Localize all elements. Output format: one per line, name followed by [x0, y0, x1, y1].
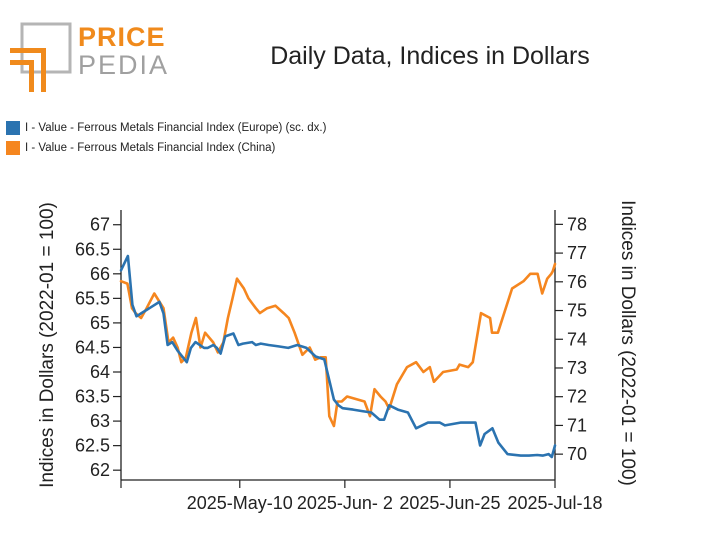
legend-swatch-china: [6, 141, 20, 155]
right-tick-label: 73: [567, 358, 587, 378]
left-tick-label: 65.5: [75, 288, 110, 308]
series-line-europe: [119, 254, 557, 459]
x-tick-label: 2025-Jun- 2: [297, 493, 393, 513]
logo-mark-icon: [10, 22, 72, 92]
chart-legend: I - Value - Ferrous Metals Financial Ind…: [6, 118, 326, 158]
series-lines: [119, 254, 557, 459]
x-axis: 2025-May-10 2025-Jun- 2 2025-Jun-25 2025-Ju…: [120, 479, 603, 513]
legend-label-china: I - Value - Ferrous Metals Financial Ind…: [25, 142, 276, 154]
left-tick-label: 62.5: [75, 436, 110, 456]
right-tick-label: 76: [567, 272, 587, 292]
left-tick-label: 62: [90, 460, 110, 480]
left-tick-label: 67: [90, 215, 110, 235]
legend-label-europe: I - Value - Ferrous Metals Financial Ind…: [25, 122, 327, 134]
right-tick-label: 72: [567, 387, 587, 407]
left-tick-label: 66: [90, 264, 110, 284]
legend-item-china[interactable]: I - Value - Ferrous Metals Financial Ind…: [6, 138, 326, 158]
right-tick-label: 75: [567, 301, 587, 321]
left-tick-label: 66.5: [75, 239, 110, 259]
left-tick-label: 63.5: [75, 387, 110, 407]
right-tick-label: 70: [567, 444, 587, 464]
pricepedia-logo: PRICE PEDIA: [8, 22, 168, 92]
left-tick-label: 64.5: [75, 337, 110, 357]
chart-title: Daily Data, Indices in Dollars: [270, 42, 590, 70]
logo-text-price: PRICE: [78, 22, 166, 52]
x-tick-label: 2025-May-10: [187, 493, 293, 513]
left-tick-label: 65: [90, 313, 110, 333]
x-tick-label: 2025-Jun-25: [399, 493, 500, 513]
left-axis: 62 62.5 63 63.5 64 64.5 65 65.5 66 66.5 67: [75, 210, 122, 480]
right-tick-label: 74: [567, 329, 587, 349]
legend-item-europe[interactable]: I - Value - Ferrous Metals Financial Ind…: [6, 118, 326, 138]
right-tick-label: 78: [567, 214, 587, 234]
logo-text-pedia: PEDIA: [78, 50, 170, 80]
legend-swatch-europe: [6, 121, 20, 135]
right-axis-label: Indices in Dollars (2022-01 = 100): [617, 200, 638, 486]
right-tick-label: 71: [567, 415, 587, 435]
left-tick-label: 63: [90, 411, 110, 431]
left-axis-label: Indices in Dollars (2022-01 = 100): [37, 202, 58, 488]
x-tick-label: 2025-Jul-18: [507, 493, 602, 513]
left-tick-label: 64: [90, 362, 110, 382]
right-tick-label: 77: [567, 243, 587, 263]
series-line-china: [119, 262, 557, 428]
right-axis: 70 71 72 73 74 75 76 77 78: [554, 210, 587, 480]
